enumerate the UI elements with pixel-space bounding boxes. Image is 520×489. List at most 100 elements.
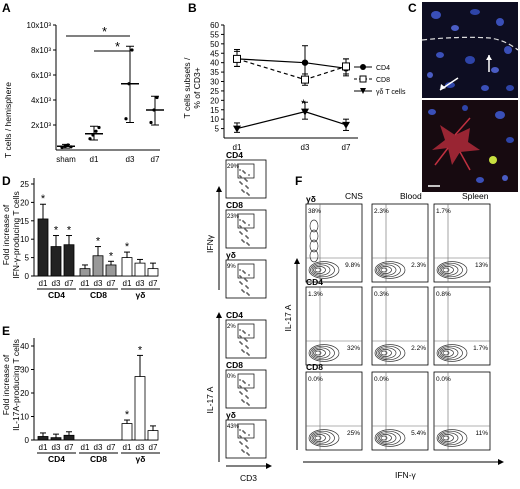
mid-event-dot bbox=[242, 270, 244, 272]
panel-f-contour bbox=[379, 434, 392, 442]
legend-marker-cd4 bbox=[360, 64, 366, 70]
panel-f-pct-ul: 0.0% bbox=[374, 376, 389, 383]
panel-e-star: * bbox=[125, 409, 130, 421]
panel-f-row-label: CD4 bbox=[306, 277, 323, 287]
panel-f-contour bbox=[374, 344, 406, 362]
mid-plot-box bbox=[225, 419, 267, 459]
panel-f-pct-lr: 5.4% bbox=[411, 430, 426, 437]
mid-event-dot bbox=[239, 169, 241, 171]
panel-f-contour bbox=[314, 435, 322, 441]
panel-f-contour bbox=[309, 219, 319, 233]
panel-d-ytick-label: 25 bbox=[20, 180, 29, 189]
panel-f-plot-box bbox=[371, 286, 429, 366]
mid-event-dot bbox=[239, 275, 241, 277]
mid-event-dot bbox=[246, 242, 248, 244]
mid-event-dot bbox=[248, 334, 250, 336]
panel-d-bar bbox=[92, 255, 104, 277]
panel-d-bar bbox=[50, 246, 62, 277]
mid-event-dot bbox=[245, 445, 247, 447]
panel-d-star: * bbox=[41, 193, 46, 205]
panel-f-contour bbox=[438, 262, 463, 278]
panel-f-contour bbox=[377, 264, 397, 276]
mid-gate bbox=[237, 323, 255, 339]
panel-e-bar bbox=[37, 436, 49, 441]
panel-a-point bbox=[66, 143, 70, 147]
panel-e-day-label: d3 bbox=[94, 443, 103, 452]
panel-f-pct-lr: 13% bbox=[475, 262, 488, 269]
panel-f-plot-box bbox=[433, 286, 491, 366]
panel-a-ytick-label: 8x10³ bbox=[31, 46, 51, 55]
panel-b-ytick-label: 35 bbox=[210, 68, 219, 77]
panel-f-pct-lr: 32% bbox=[347, 345, 360, 352]
panel-e-group-label: γδ bbox=[136, 454, 146, 464]
mid-event-dot bbox=[246, 352, 248, 354]
panel-a-ytick-label: 2x10³ bbox=[31, 121, 51, 130]
panel-f-pct-ul: 0.0% bbox=[436, 376, 451, 383]
mid-event-dot bbox=[245, 185, 247, 187]
panel-a-point bbox=[127, 82, 131, 86]
panel-d-ytick-label: 20 bbox=[20, 198, 29, 207]
panel-e-day-label: d7 bbox=[149, 443, 158, 452]
mid-event-dot bbox=[239, 225, 241, 227]
panel-e-bar bbox=[50, 437, 62, 441]
panel-f-contour bbox=[377, 432, 397, 444]
panel-f-xaxis-label: IFN-γ bbox=[395, 470, 417, 480]
mid-event-dot bbox=[239, 181, 241, 183]
panel-f-contour bbox=[309, 229, 319, 243]
micrograph-boundary-line bbox=[421, 36, 519, 51]
panel-f-plot-box bbox=[433, 371, 491, 451]
panel-f-plot-box bbox=[371, 203, 429, 283]
panel-b-line-2 bbox=[236, 111, 347, 130]
panel-f: F CNS Blood Spleen IL-17 A IFN-γ γδ 38% 9.… bbox=[283, 174, 504, 480]
mid-event-dot bbox=[242, 380, 244, 382]
panel-d-bar bbox=[134, 262, 146, 277]
mid-event-dot bbox=[239, 379, 241, 381]
panel-b-letter: B bbox=[188, 1, 197, 15]
legend-marker-cd8 bbox=[359, 75, 367, 83]
arrow-head-icon bbox=[440, 84, 446, 90]
panel-f-pct-ul: 1.7% bbox=[436, 208, 451, 215]
panel-d-day-label: d7 bbox=[65, 279, 74, 288]
panel-d-star: * bbox=[54, 225, 59, 237]
panel-f-plot-box bbox=[371, 371, 429, 451]
panel-e-day-label: d7 bbox=[107, 443, 116, 452]
panel-d-star: * bbox=[125, 241, 130, 253]
arrow-head-icon bbox=[294, 258, 300, 264]
mid-event-dot bbox=[241, 289, 243, 291]
mid-event-dot bbox=[242, 220, 244, 222]
panel-a-point bbox=[155, 95, 159, 100]
panel-e-star: * bbox=[138, 344, 143, 356]
mid-event-dot bbox=[239, 441, 241, 443]
panel-a-point bbox=[69, 145, 73, 149]
panel-d-letter: D bbox=[2, 174, 11, 188]
panel-d-bar bbox=[105, 264, 117, 277]
panel-f-contour bbox=[441, 266, 454, 274]
panel-f-col-cns: CNS bbox=[345, 191, 363, 201]
panel-d-day-label: d1 bbox=[39, 279, 48, 288]
panel-f-pct-lr: 25% bbox=[347, 430, 360, 437]
panel-f-letter: F bbox=[295, 174, 302, 188]
panel-e-day-label: d1 bbox=[39, 443, 48, 452]
mid-plot-box bbox=[225, 159, 267, 199]
panel-b-ytick-label: 20 bbox=[210, 96, 219, 105]
panel-f-plot-box bbox=[305, 371, 363, 451]
mid-gate bbox=[237, 373, 255, 389]
panel-e-bar bbox=[121, 423, 133, 441]
panel-f-contour bbox=[380, 350, 388, 356]
panel-b-ytick-label: 10 bbox=[210, 115, 219, 124]
panel-f-pct-ul: 2.3% bbox=[374, 208, 389, 215]
mid-gate-pct: 9% bbox=[227, 264, 236, 270]
panel-f-contour bbox=[309, 239, 319, 253]
panel-d-day-label: d1 bbox=[81, 279, 90, 288]
panel-a-point bbox=[97, 125, 101, 130]
panel-b-ytick-label: 5 bbox=[215, 125, 220, 134]
panel-c: C bbox=[408, 1, 519, 192]
panel-f-pct-ul: 0.8% bbox=[436, 291, 451, 298]
panel-b: B T cells subsets / % of CD3+ 5101520253… bbox=[182, 1, 406, 152]
mid-plot-box bbox=[225, 259, 267, 299]
mid-event-dot bbox=[239, 175, 241, 177]
panel-e-ytick-label: 10 bbox=[20, 413, 29, 422]
panel-e-bar bbox=[147, 430, 159, 441]
mid-gate bbox=[237, 423, 255, 439]
panel-b-star: * bbox=[301, 97, 306, 111]
